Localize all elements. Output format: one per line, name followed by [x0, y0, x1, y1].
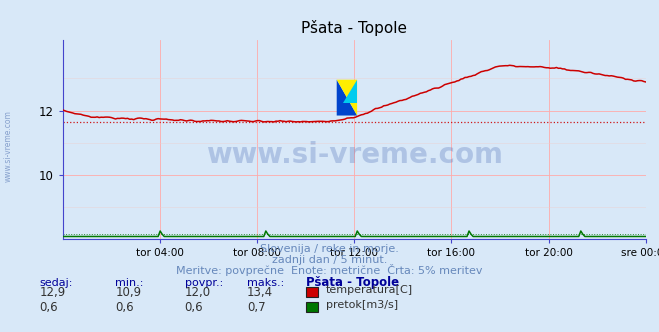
Polygon shape [337, 80, 357, 116]
Text: temperatura[C]: temperatura[C] [326, 286, 413, 295]
Text: min.:: min.: [115, 278, 144, 288]
Polygon shape [343, 80, 357, 103]
Text: zadnji dan / 5 minut.: zadnji dan / 5 minut. [272, 255, 387, 265]
Text: 12,9: 12,9 [40, 286, 66, 299]
Text: 10,9: 10,9 [115, 286, 142, 299]
Text: www.si-vreme.com: www.si-vreme.com [206, 141, 503, 169]
Polygon shape [337, 80, 357, 116]
Text: 0,6: 0,6 [115, 301, 134, 314]
Text: Slovenija / reke in morje.: Slovenija / reke in morje. [260, 244, 399, 254]
Text: Pšata - Topole: Pšata - Topole [306, 276, 399, 289]
Text: maks.:: maks.: [247, 278, 285, 288]
Text: 13,4: 13,4 [247, 286, 273, 299]
Text: Meritve: povprečne  Enote: metrične  Črta: 5% meritev: Meritve: povprečne Enote: metrične Črta:… [176, 264, 483, 276]
Text: 0,7: 0,7 [247, 301, 266, 314]
Text: povpr.:: povpr.: [185, 278, 223, 288]
Text: 12,0: 12,0 [185, 286, 211, 299]
Text: 0,6: 0,6 [40, 301, 58, 314]
Text: 0,6: 0,6 [185, 301, 203, 314]
Title: Pšata - Topole: Pšata - Topole [301, 20, 407, 36]
Text: www.si-vreme.com: www.si-vreme.com [3, 110, 13, 182]
Text: pretok[m3/s]: pretok[m3/s] [326, 300, 398, 310]
Text: sedaj:: sedaj: [40, 278, 73, 288]
